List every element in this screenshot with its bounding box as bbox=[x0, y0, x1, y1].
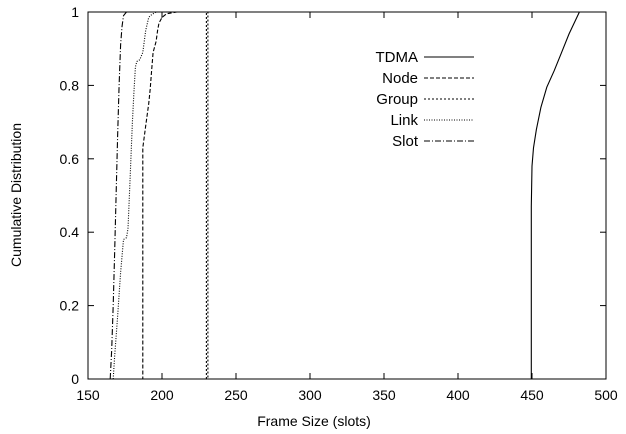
x-tick-label: 500 bbox=[594, 387, 618, 403]
x-tick-label: 150 bbox=[76, 387, 100, 403]
y-tick-label: 0.8 bbox=[60, 77, 80, 93]
x-tick-label: 250 bbox=[224, 387, 248, 403]
y-tick-label: 0.6 bbox=[60, 151, 80, 167]
x-tick-label: 200 bbox=[150, 387, 174, 403]
legend-label-group: Group bbox=[376, 91, 418, 108]
y-tick-label: 0.4 bbox=[60, 224, 80, 240]
x-tick-label: 450 bbox=[520, 387, 544, 403]
legend-label-tdma: TDMA bbox=[376, 49, 419, 66]
series-line-group bbox=[205, 11, 209, 379]
x-tick-label: 400 bbox=[446, 387, 470, 403]
y-axis-title: Cumulative Distribution bbox=[8, 123, 24, 267]
legend-label-link: Link bbox=[390, 112, 418, 129]
x-tick-label: 300 bbox=[298, 387, 322, 403]
legend-label-slot: Slot bbox=[392, 133, 419, 150]
y-tick-label: 0 bbox=[71, 371, 79, 387]
x-axis-title: Frame Size (slots) bbox=[257, 413, 371, 429]
series-line-tdma bbox=[530, 11, 580, 379]
y-tick-label: 0.2 bbox=[60, 298, 80, 314]
legend: TDMA Node Group Link Slot bbox=[376, 49, 474, 150]
series-line-slot bbox=[109, 11, 127, 380]
y-tick-label: 1 bbox=[71, 4, 79, 20]
x-tick-label: 350 bbox=[372, 387, 396, 403]
legend-label-node: Node bbox=[382, 70, 418, 87]
series-line-node bbox=[141, 11, 177, 380]
plot-area: 150 200 250 300 350 400 450 500 0 0.2 0.4 0.6 0.8 1 bbox=[60, 4, 618, 403]
plot-frame bbox=[87, 11, 607, 380]
